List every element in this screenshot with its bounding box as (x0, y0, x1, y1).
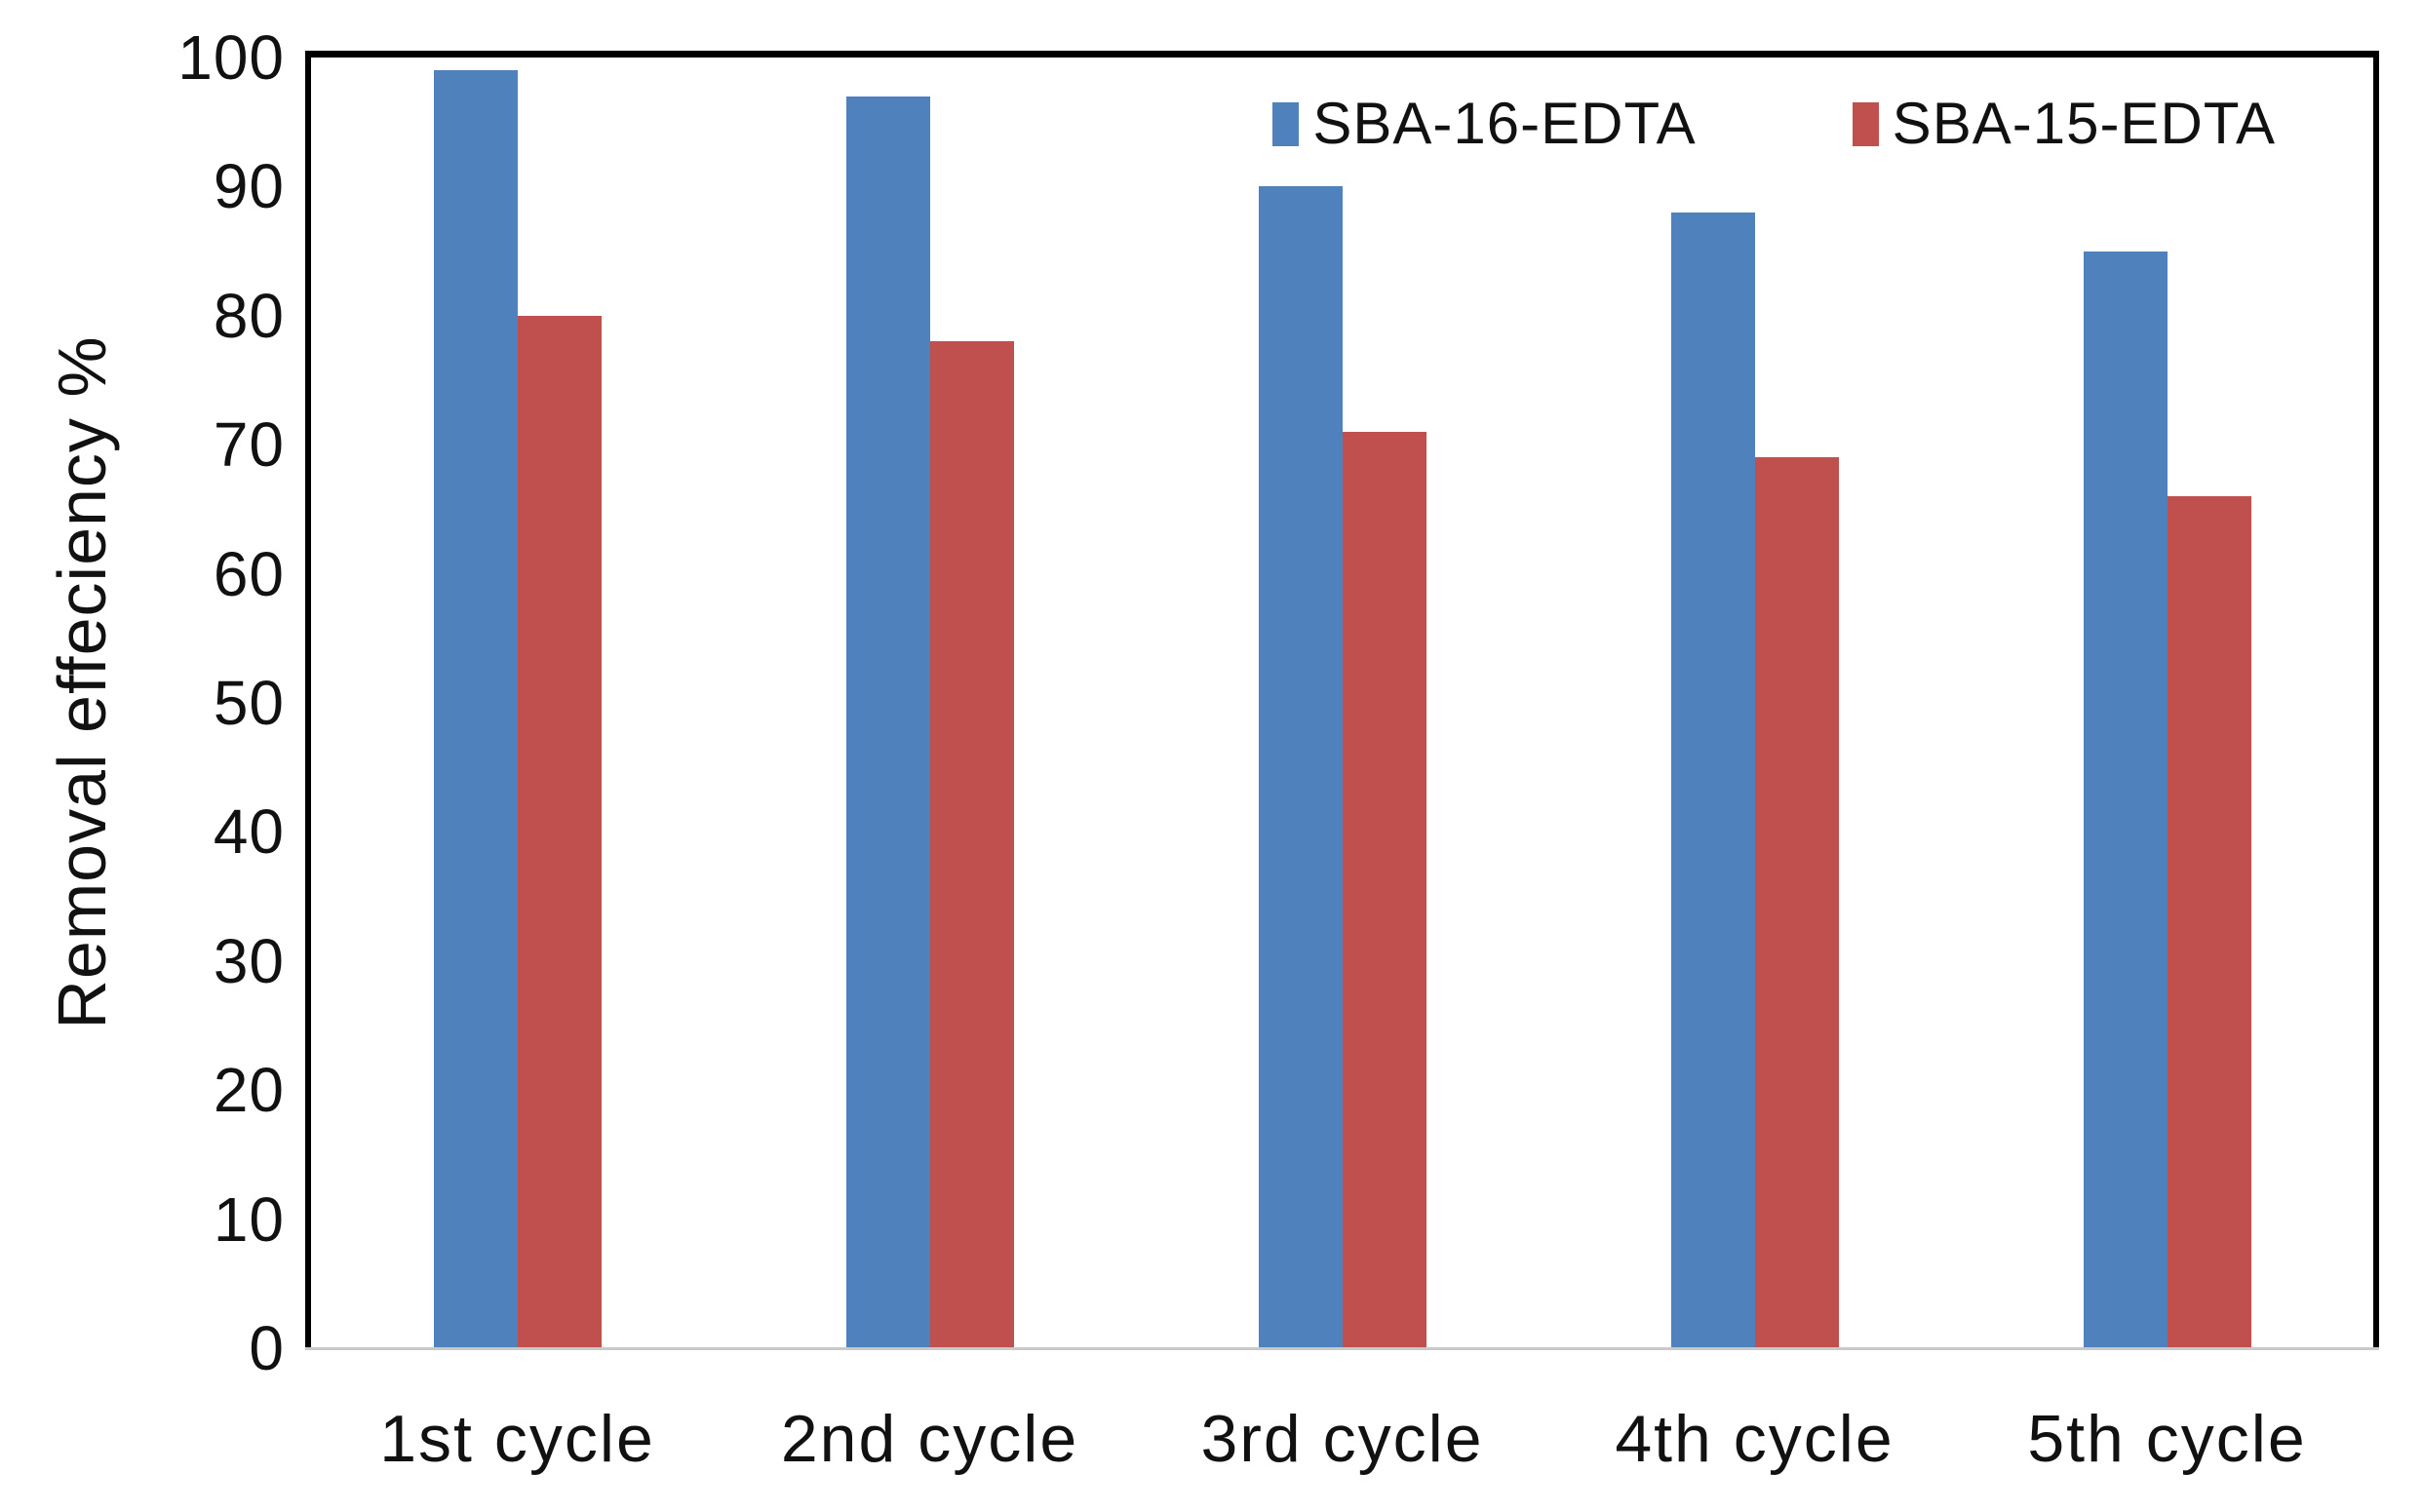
x-category-label: 3rd cycle (1200, 1402, 1484, 1476)
x-category-label: 4th cycle (1615, 1402, 1895, 1476)
bar-sba-15-edta-1st-cycle (517, 315, 602, 1348)
y-tick-label: 10 (213, 1183, 285, 1255)
y-tick-label: 60 (213, 538, 285, 609)
y-tick-label: 50 (213, 668, 285, 738)
legend-item-sba-16-edta: SBA-16-EDTA (1272, 95, 1696, 153)
y-tick-label: 40 (213, 796, 285, 868)
bar-sba-16-edta-1st-cycle (433, 70, 518, 1348)
x-category-label: 5th cycle (2027, 1402, 2307, 1476)
y-tick-label: 80 (213, 280, 285, 351)
bar-sba-15-edta-2nd-cycle (929, 341, 1014, 1348)
legend-swatch-icon (1852, 101, 1879, 146)
bar-sba-15-edta-3rd-cycle (1342, 431, 1426, 1348)
legend-item-sba-15-edta: SBA-15-EDTA (1852, 91, 2276, 156)
bar-sba-16-edta-3rd-cycle (1258, 186, 1343, 1348)
legend-swatch-icon (1272, 101, 1300, 146)
y-tick-label: 20 (213, 1055, 285, 1126)
bar-sba-15-edta-5th-cycle (2167, 496, 2251, 1348)
legend-label: SBA-15-EDTA (1892, 91, 2276, 156)
legend: SBA-16-EDTA SBA-15-EDTA (1272, 95, 2276, 153)
y-tick-label: 90 (213, 151, 285, 222)
legend-label: SBA-16-EDTA (1312, 91, 1697, 156)
bar-sba-16-edta-2nd-cycle (845, 96, 930, 1348)
plot-area: SBA-16-EDTA SBA-15-EDTA (305, 51, 2379, 1350)
bar-sba-16-edta-4th-cycle (1670, 212, 1755, 1348)
y-tick-label: 0 (249, 1313, 285, 1383)
y-tick-label: 30 (213, 925, 285, 996)
y-tick-label: 100 (177, 22, 285, 93)
x-category-label: 1st cycle (379, 1402, 655, 1476)
x-category-label: 2nd cycle (780, 1402, 1079, 1476)
y-tick-label: 70 (213, 409, 285, 481)
x-axis-line (305, 1347, 2379, 1350)
bar-sba-16-edta-5th-cycle (2083, 251, 2168, 1348)
bar-sba-15-edta-4th-cycle (1754, 457, 1839, 1348)
